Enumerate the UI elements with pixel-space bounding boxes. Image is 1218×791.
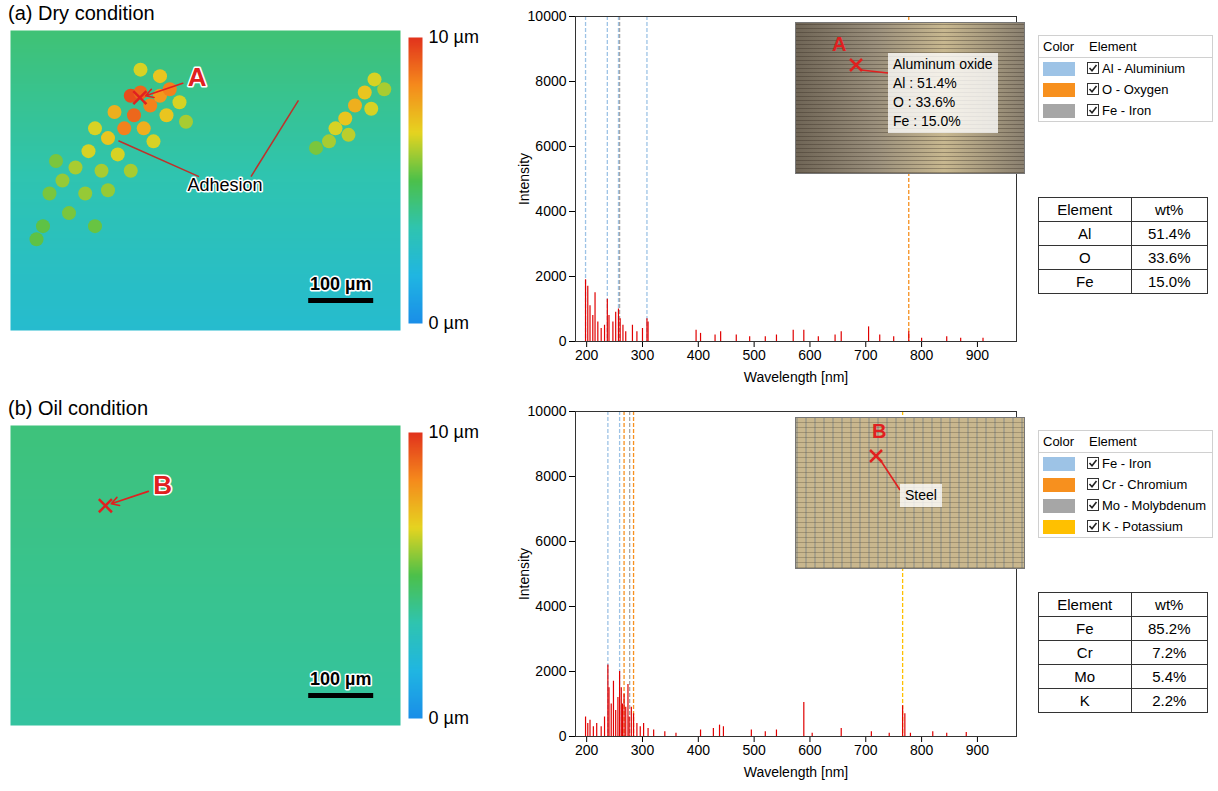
- svg-text:100 µm: 100 µm: [310, 274, 371, 294]
- svg-text:400: 400: [687, 347, 711, 363]
- html-text:5.4%: 5.4%: [1152, 668, 1187, 685]
- svg-text:Adhesion: Adhesion: [187, 175, 262, 195]
- html-text:7.2%: 7.2%: [1152, 644, 1187, 661]
- svg-text:400: 400: [687, 742, 711, 758]
- svg-text:10000: 10000: [528, 8, 567, 24]
- svg-text:B: B: [153, 470, 172, 500]
- svg-text:600: 600: [798, 347, 822, 363]
- html-text:Cr - Chromium: Cr - Chromium: [1102, 477, 1188, 492]
- svg-text:10 µm: 10 µm: [429, 422, 479, 442]
- html-text:Al - Aluminium: Al - Aluminium: [1102, 61, 1186, 76]
- html-text:Fe - Iron: Fe - Iron: [1102, 456, 1152, 471]
- svg-text:200: 200: [575, 742, 599, 758]
- html-text:Color: Color: [1043, 39, 1075, 54]
- svg-text:200: 200: [575, 347, 599, 363]
- svg-text:A: A: [188, 62, 207, 92]
- html-text:O: O: [1078, 249, 1091, 266]
- html-text:Steel: Steel: [905, 487, 937, 503]
- html-text:Al : 51.4%: Al : 51.4%: [893, 75, 957, 91]
- html-text:Fe - Iron: Fe - Iron: [1102, 103, 1152, 118]
- svg-text:Intensity: Intensity: [516, 548, 532, 600]
- html-text:O : 33.6%: O : 33.6%: [893, 94, 956, 110]
- svg-text:800: 800: [910, 347, 934, 363]
- html-text:A: A: [832, 33, 847, 55]
- html-text:(b) Oil condition: (b) Oil condition: [8, 397, 149, 419]
- svg-text:800: 800: [910, 742, 934, 758]
- svg-text:4000: 4000: [535, 598, 566, 614]
- svg-text:300: 300: [631, 347, 655, 363]
- html-text:wt%: wt%: [1155, 201, 1184, 218]
- svg-text:6000: 6000: [535, 138, 566, 154]
- html-text:Element: Element: [1057, 201, 1113, 218]
- html-text:33.6%: 33.6%: [1148, 249, 1191, 266]
- svg-text:2000: 2000: [535, 663, 566, 679]
- html-text:Element: Element: [1089, 434, 1137, 449]
- svg-text:0 µm: 0 µm: [429, 313, 469, 333]
- html-text:Al: Al: [1078, 225, 1092, 242]
- svg-text:700: 700: [854, 742, 878, 758]
- html-text:Element: Element: [1057, 596, 1113, 613]
- svg-text:6000: 6000: [535, 533, 566, 549]
- svg-text:600: 600: [798, 742, 822, 758]
- svg-text:500: 500: [742, 347, 766, 363]
- html-text:85.2%: 85.2%: [1148, 620, 1191, 637]
- svg-text:0: 0: [559, 728, 567, 744]
- html-text:15.0%: 15.0%: [1148, 273, 1191, 290]
- svg-text:900: 900: [966, 742, 990, 758]
- svg-text:0: 0: [559, 333, 567, 349]
- svg-text:10000: 10000: [528, 403, 567, 419]
- svg-text:Wavelength [nm]: Wavelength [nm]: [744, 369, 849, 385]
- html-text:Fe: Fe: [1076, 620, 1094, 637]
- svg-text:2000: 2000: [535, 268, 566, 284]
- html-text:Element: Element: [1089, 39, 1137, 54]
- svg-text:300: 300: [631, 742, 655, 758]
- html-text:51.4%: 51.4%: [1148, 225, 1191, 242]
- html-text:(a) Dry condition: (a) Dry condition: [8, 2, 155, 24]
- html-text:K: K: [1079, 692, 1090, 709]
- html-text:Aluminum oxide: Aluminum oxide: [893, 56, 993, 72]
- html-text:Mo - Molybdenum: Mo - Molybdenum: [1102, 498, 1206, 513]
- html-text:Color: Color: [1043, 434, 1075, 449]
- svg-text:700: 700: [854, 347, 878, 363]
- html-text:B: B: [872, 420, 887, 442]
- svg-text:8000: 8000: [535, 73, 566, 89]
- html-text:Cr: Cr: [1076, 644, 1093, 661]
- html-text:Fe: Fe: [1076, 273, 1094, 290]
- svg-text:500: 500: [742, 742, 766, 758]
- svg-text:Intensity: Intensity: [516, 153, 532, 205]
- html-text:wt%: wt%: [1155, 596, 1184, 613]
- svg-text:Wavelength [nm]: Wavelength [nm]: [744, 764, 849, 780]
- svg-text:10 µm: 10 µm: [429, 27, 479, 47]
- html-text:2.2%: 2.2%: [1152, 692, 1187, 709]
- html-text:Fe : 15.0%: Fe : 15.0%: [893, 113, 961, 129]
- html-text:K - Potassium: K - Potassium: [1102, 519, 1183, 534]
- svg-text:0 µm: 0 µm: [429, 708, 469, 728]
- html-text:O - Oxygen: O - Oxygen: [1102, 82, 1169, 97]
- svg-text:900: 900: [966, 347, 990, 363]
- svg-text:8000: 8000: [535, 468, 566, 484]
- svg-text:100 µm: 100 µm: [310, 669, 371, 689]
- html-text:Mo: Mo: [1074, 668, 1096, 685]
- svg-text:4000: 4000: [535, 203, 566, 219]
